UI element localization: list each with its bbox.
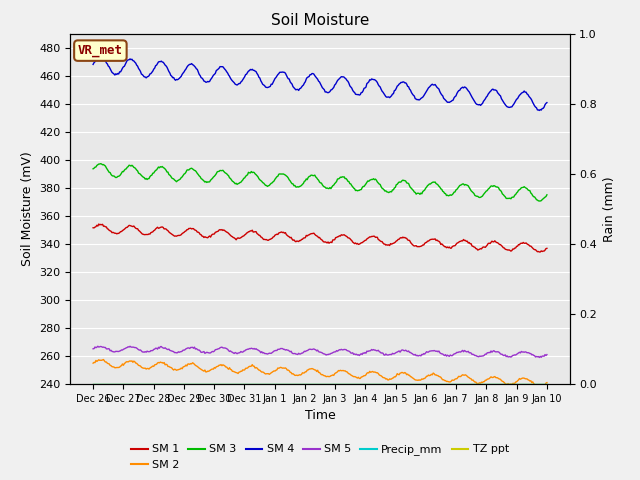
TZ ppt — [543, 381, 551, 387]
TZ ppt — [423, 381, 431, 387]
SM 5 — [344, 348, 352, 354]
SM 3 — [344, 179, 352, 184]
Title: Soil Moisture: Soil Moisture — [271, 13, 369, 28]
SM 2 — [100, 357, 108, 362]
Y-axis label: Soil Moisture (mV): Soil Moisture (mV) — [21, 151, 34, 266]
Precip_mm — [543, 381, 551, 387]
SM 5 — [536, 355, 543, 360]
SM 5 — [94, 343, 102, 349]
SM 4 — [366, 77, 374, 83]
Line: SM 1: SM 1 — [93, 224, 547, 252]
TZ ppt — [280, 381, 288, 387]
SM 1 — [89, 225, 97, 230]
Line: SM 5: SM 5 — [93, 346, 547, 358]
Y-axis label: Rain (mm): Rain (mm) — [603, 176, 616, 241]
SM 1 — [424, 238, 431, 244]
SM 3 — [502, 195, 510, 201]
SM 4 — [96, 54, 104, 60]
SM 1 — [366, 234, 374, 240]
TZ ppt — [501, 381, 509, 387]
SM 3 — [424, 183, 431, 189]
SM 2 — [534, 383, 542, 389]
SM 5 — [543, 352, 551, 358]
SM 3 — [232, 181, 239, 187]
Line: SM 3: SM 3 — [93, 164, 547, 201]
SM 3 — [282, 172, 289, 178]
Precip_mm — [423, 381, 431, 387]
Line: SM 4: SM 4 — [93, 57, 547, 110]
Precip_mm — [280, 381, 288, 387]
SM 4 — [543, 100, 551, 106]
SM 1 — [282, 230, 289, 236]
Precip_mm — [230, 381, 238, 387]
SM 1 — [543, 245, 551, 251]
SM 5 — [232, 349, 239, 355]
SM 4 — [232, 81, 239, 87]
SM 1 — [344, 235, 352, 240]
SM 3 — [366, 177, 374, 183]
Line: SM 2: SM 2 — [93, 360, 547, 386]
SM 3 — [543, 192, 551, 198]
SM 1 — [232, 236, 239, 241]
TZ ppt — [89, 381, 97, 387]
SM 5 — [89, 346, 97, 352]
SM 2 — [89, 360, 97, 366]
SM 1 — [95, 221, 102, 227]
SM 2 — [282, 365, 289, 371]
Legend: SM 1, SM 2, SM 3, SM 4, SM 5, Precip_mm, TZ ppt: SM 1, SM 2, SM 3, SM 4, SM 5, Precip_mm,… — [127, 440, 513, 474]
SM 3 — [97, 161, 104, 167]
SM 2 — [366, 369, 374, 374]
SM 1 — [536, 249, 543, 255]
TZ ppt — [343, 381, 351, 387]
X-axis label: Time: Time — [305, 409, 335, 422]
Text: VR_met: VR_met — [78, 44, 123, 57]
Precip_mm — [89, 381, 97, 387]
SM 2 — [424, 373, 431, 379]
SM 4 — [89, 61, 97, 67]
TZ ppt — [230, 381, 238, 387]
SM 1 — [502, 247, 510, 252]
SM 2 — [344, 370, 352, 376]
SM 5 — [502, 354, 510, 360]
SM 5 — [366, 348, 374, 354]
SM 5 — [282, 347, 289, 353]
SM 2 — [232, 369, 239, 375]
SM 4 — [536, 108, 543, 113]
SM 4 — [502, 103, 510, 108]
SM 3 — [536, 198, 543, 204]
SM 2 — [502, 381, 510, 387]
Precip_mm — [501, 381, 509, 387]
SM 2 — [543, 380, 551, 385]
TZ ppt — [365, 381, 372, 387]
Precip_mm — [365, 381, 372, 387]
SM 4 — [282, 71, 289, 76]
SM 4 — [344, 78, 352, 84]
SM 3 — [89, 166, 97, 172]
SM 5 — [424, 349, 431, 355]
SM 4 — [424, 87, 431, 93]
Precip_mm — [343, 381, 351, 387]
